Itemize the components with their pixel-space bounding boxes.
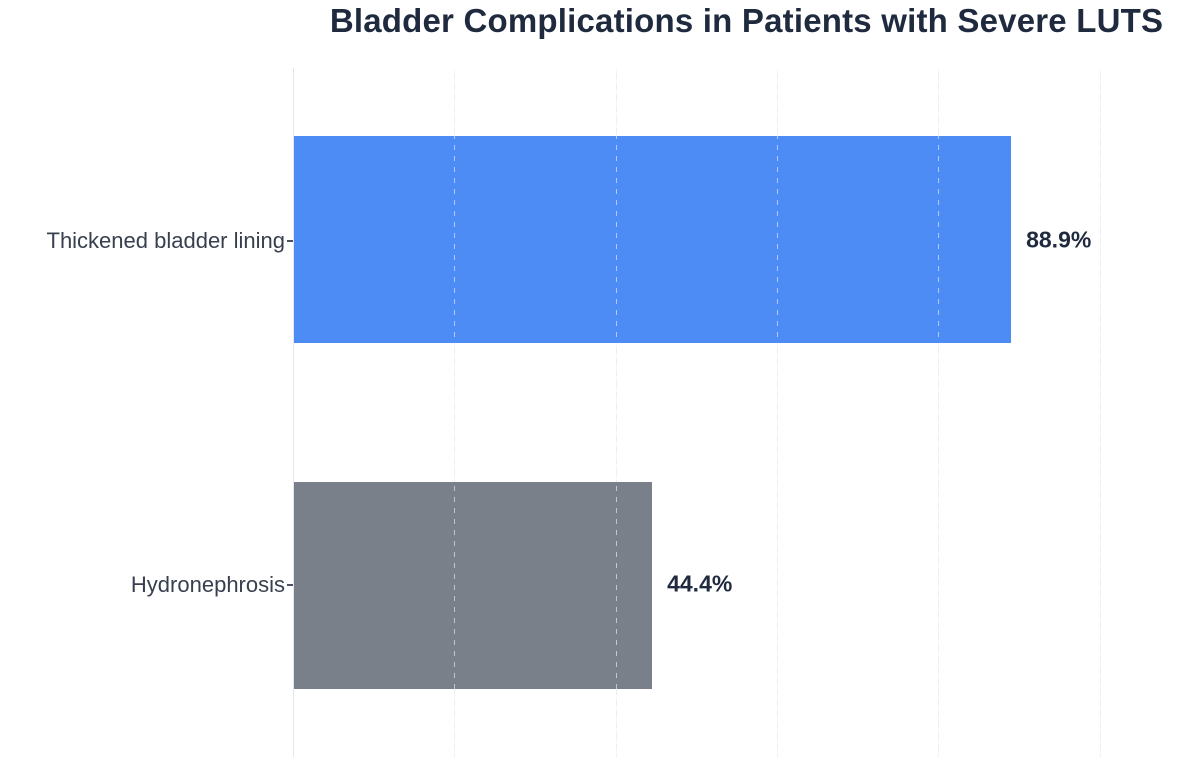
gridline <box>1099 68 1101 757</box>
y-axis-line <box>293 68 294 757</box>
category-label-hydronephrosis: Hydronephrosis <box>130 572 285 597</box>
chart-title: Bladder Complications in Patients with S… <box>329 2 1164 39</box>
value-label-hydronephrosis: 44.4% <box>667 570 733 597</box>
category-label-thickened-bladder-lining: Thickened bladder lining <box>46 228 286 253</box>
y-axis-tick <box>287 584 293 586</box>
plot-area: 88.9% 44.4% <box>293 68 1200 757</box>
y-axis-tick <box>287 240 293 242</box>
bar-hydronephrosis <box>294 482 653 689</box>
value-label-thickened-bladder-lining: 88.9% <box>1026 226 1092 253</box>
bar-thickened-bladder-lining <box>294 136 1012 343</box>
gridline-dash <box>1099 68 1101 757</box>
